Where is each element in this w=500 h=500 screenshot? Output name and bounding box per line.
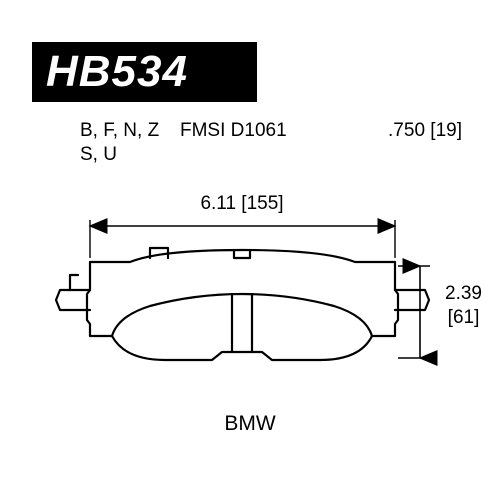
brake-pad-outline (56, 248, 429, 360)
spec-sheet: HB534 B, F, N, Z S, U FMSI D1061 .750 [1… (0, 0, 500, 500)
technical-drawing (0, 0, 500, 500)
